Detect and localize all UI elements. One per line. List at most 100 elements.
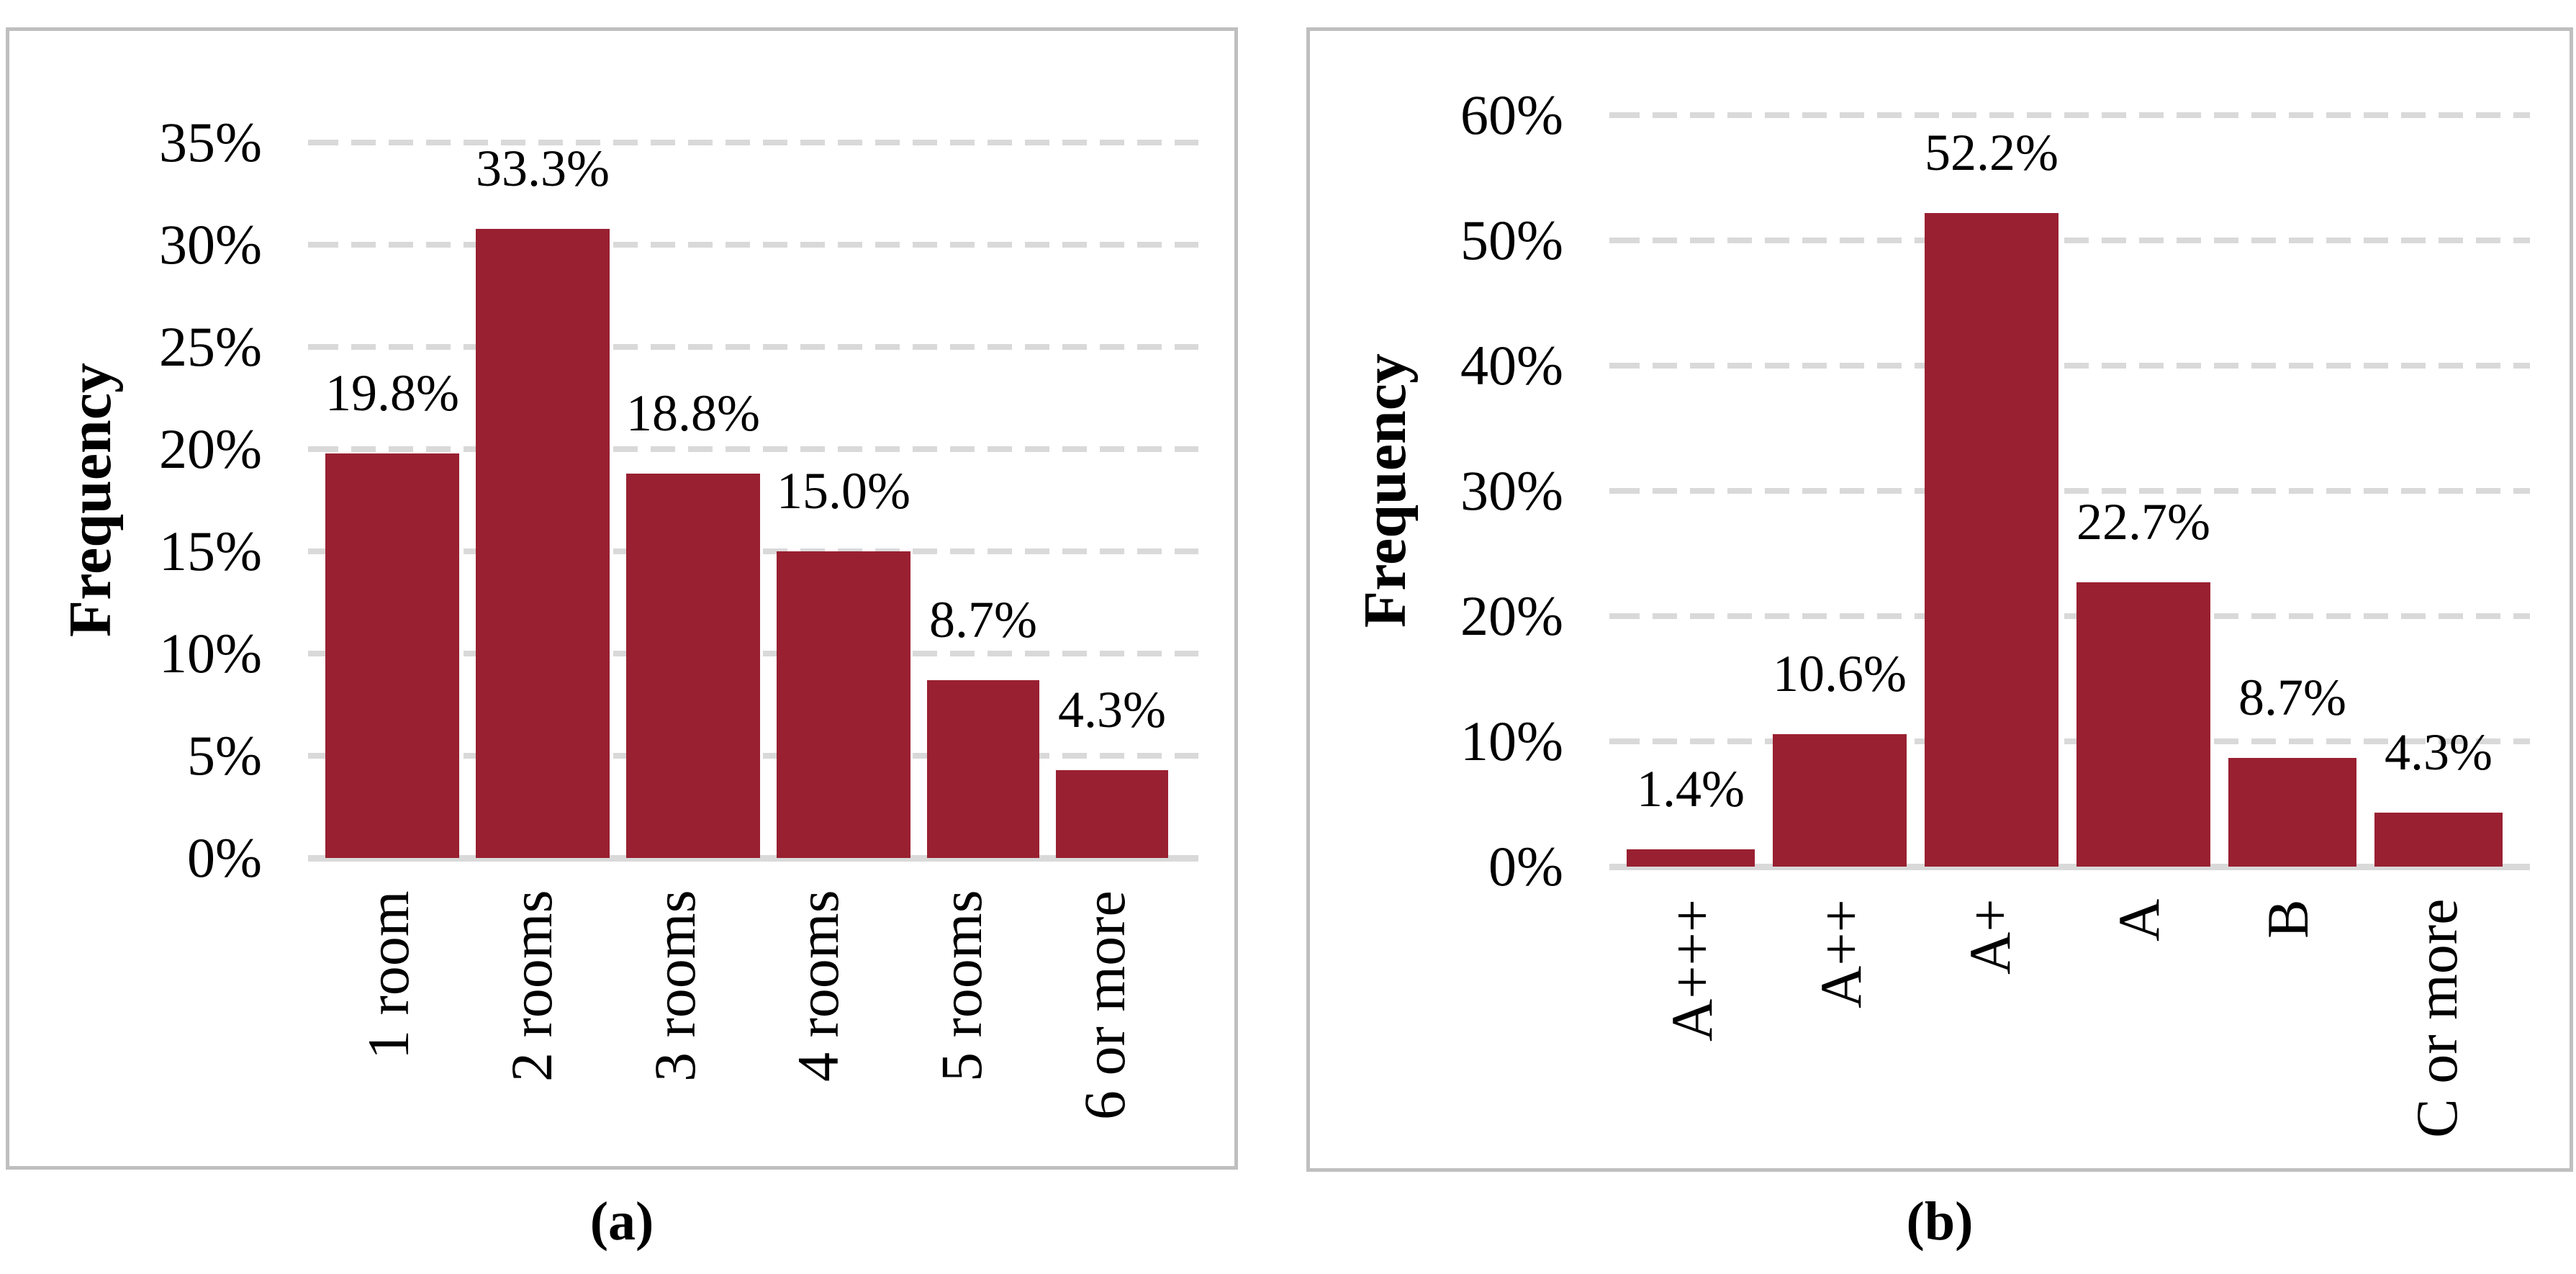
gridline — [1615, 488, 2530, 494]
bar — [1773, 733, 1907, 867]
bar — [2374, 813, 2503, 867]
bar — [475, 229, 610, 858]
x-category-label: A+ — [1956, 899, 2023, 975]
x-axis-line — [308, 855, 1198, 862]
bar — [1627, 849, 1755, 867]
y-tick-mark — [308, 548, 325, 554]
y-tick-label: 30% — [1460, 459, 1563, 522]
x-category-label: 5 rooms — [928, 890, 994, 1083]
bar-slot: 4.3% — [2374, 115, 2503, 867]
x-category-label: A+++ — [1658, 899, 1725, 1042]
bar — [625, 474, 760, 858]
chart-panel-a: Frequency 0% 5% 10% 15% 20% 25% 30% 35% 19.8% 33.… — [6, 27, 1238, 1170]
x-axis-line — [1609, 864, 2530, 870]
y-tick-label: 40% — [1460, 334, 1563, 397]
x-category-label: 4 rooms — [785, 890, 851, 1083]
gridline — [1615, 738, 2530, 744]
gridline — [314, 446, 1198, 452]
x-label-cell: 4 rooms — [755, 890, 882, 1193]
bar-value-label: 4.3% — [1057, 680, 1166, 738]
x-category-label: C or more — [2403, 899, 2469, 1139]
y-tick-mark — [1609, 613, 1627, 619]
bar-value-label: 52.2% — [1925, 123, 2058, 181]
y-tick-label: 0% — [187, 826, 262, 889]
y-tick-mark — [308, 753, 325, 759]
y-tick-label: 5% — [187, 724, 262, 787]
bar-value-label: 19.8% — [325, 363, 459, 422]
y-tick-mark — [308, 651, 325, 656]
bar-slot: 33.3% — [475, 140, 610, 858]
bar — [1055, 769, 1168, 858]
y-tick-label: 25% — [159, 315, 262, 378]
x-label-cell: A++ — [1776, 899, 1907, 1201]
y-tick-label: 10% — [159, 622, 262, 685]
gridline — [1615, 112, 2530, 118]
y-tick-label: 10% — [1460, 710, 1563, 772]
x-label-cell: 6 or more — [1041, 890, 1168, 1193]
y-tick-label: 50% — [1460, 209, 1563, 271]
y-tick-label: 35% — [159, 111, 262, 173]
bar-value-label: 22.7% — [2076, 493, 2210, 551]
bar-value-label: 8.7% — [928, 590, 1037, 649]
gridline — [314, 140, 1198, 145]
bar-slot: 8.7% — [926, 143, 1039, 858]
bar — [926, 679, 1039, 858]
bar-slot: 19.8% — [325, 143, 459, 858]
y-tick-mark — [1609, 238, 1627, 243]
y-tick-mark — [1609, 112, 1627, 118]
bars-area: 1.4% 10.6% 52.2% 22.7% 8.7% 4.3% — [1627, 115, 2530, 867]
bar-value-label: 18.8% — [625, 384, 760, 443]
y-tick-label: 20% — [1460, 584, 1563, 647]
gridline — [314, 344, 1198, 350]
x-category-label: 1 room — [355, 890, 421, 1060]
bar-slot: 15.0% — [776, 143, 910, 858]
bar-value-label: 8.7% — [2238, 668, 2346, 726]
bar-value-label: 15.0% — [776, 462, 910, 520]
y-tick-mark — [308, 242, 325, 248]
bar-slot: 1.4% — [1627, 115, 1755, 867]
bar-slot: 52.2% — [1925, 115, 2058, 867]
bar-value-label: 10.6% — [1773, 644, 1907, 702]
gridline — [1615, 238, 2530, 243]
plot-area-a: 0% 5% 10% 15% 20% 25% 30% 35% 19.8% 33.3% 18.8% 15.… — [9, 31, 1234, 1166]
bar-slot: 22.7% — [2076, 115, 2210, 867]
bar-slot: 18.8% — [625, 143, 760, 858]
gridline — [314, 242, 1198, 248]
bar-value-label: 4.3% — [2385, 723, 2493, 782]
y-tick-mark — [308, 446, 325, 452]
x-label-cell: 3 rooms — [612, 890, 738, 1193]
x-label-cell: B — [2223, 899, 2354, 1201]
x-label-cell: 5 rooms — [898, 890, 1025, 1193]
y-tick-mark — [1609, 738, 1627, 744]
y-tick-label: 60% — [1460, 83, 1563, 146]
plot-area-b: 0% 10% 20% 30% 40% 50% 60% 1.4% 10.6% 52.2% 22.7% 8… — [1310, 31, 2570, 1168]
x-category-label: A — [2105, 899, 2171, 942]
bar — [325, 453, 459, 858]
bar-value-label: 33.3% — [475, 140, 610, 197]
bar — [776, 551, 910, 858]
x-category-label: 6 or more — [1071, 890, 1137, 1120]
bar-slot: 8.7% — [2228, 115, 2356, 867]
chart-panel-b: Frequency 0% 10% 20% 30% 40% 50% 60% 1.4% 10.6% 5… — [1306, 27, 2573, 1172]
x-category-label: 3 rooms — [641, 890, 708, 1083]
bar — [2076, 582, 2210, 867]
bars-area: 19.8% 33.3% 18.8% 15.0% 8.7% 4.3% — [325, 143, 1198, 858]
x-category-label: A++ — [1807, 899, 1874, 1008]
y-tick-mark — [308, 344, 325, 350]
panel-caption-b: (b) — [1906, 1191, 1974, 1252]
y-tick-label: 0% — [1488, 835, 1563, 898]
bar — [1925, 212, 2058, 867]
x-label-cell: 1 room — [325, 890, 452, 1193]
y-tick-label: 15% — [159, 520, 262, 582]
y-tick-mark — [1609, 488, 1627, 494]
x-labels-row: A+++ A++ A+ A B C or more — [1627, 899, 2530, 1201]
gridline — [1615, 613, 2530, 619]
gridline — [1615, 363, 2530, 369]
bar — [2228, 757, 2356, 867]
bar-slot: 10.6% — [1773, 115, 1907, 867]
x-label-cell: A — [2074, 899, 2205, 1201]
x-label-cell: A+++ — [1627, 899, 1758, 1201]
x-label-cell: A+ — [1925, 899, 2056, 1201]
x-category-label: B — [2254, 899, 2320, 939]
